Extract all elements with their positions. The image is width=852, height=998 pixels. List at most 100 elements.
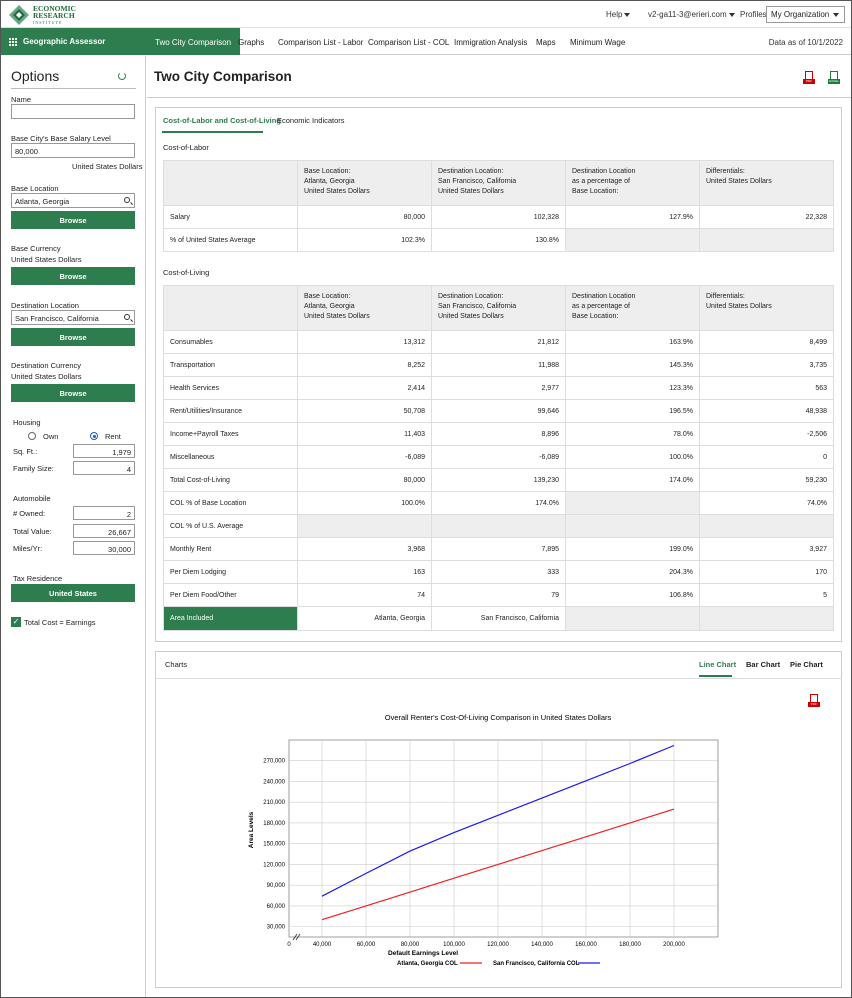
line-chart: Overall Renter's Cost-Of-Living Comparis…	[248, 713, 719, 967]
cost-of-labor-table: Base Location: Atlanta, Georgia United Sta…	[163, 160, 834, 252]
cell-base: 102.3%	[297, 228, 432, 252]
destination-location-browse-button[interactable]: Browse	[11, 328, 135, 346]
active-tab-underline	[162, 131, 263, 133]
base-currency-browse-button[interactable]: Browse	[11, 267, 135, 285]
divider	[11, 88, 136, 89]
x-tick-label: 140,000	[531, 942, 553, 948]
table-row: Per Diem Food/Other 74 79 106.8% 5	[163, 583, 834, 607]
table-row: Transportation 8,252 11,988 145.3% 3,735	[163, 353, 834, 377]
series-line	[321, 808, 675, 921]
organization-value: My Organization	[771, 10, 830, 19]
tab-pie-chart[interactable]: Pie Chart	[790, 660, 823, 669]
grid-icon	[9, 38, 17, 46]
tab-line-chart[interactable]: Line Chart	[699, 660, 737, 669]
miles-label: Miles/Yr:	[13, 544, 43, 553]
top-bar: ECONOMIC RESEARCH INSTITUTE Help v2-ga11…	[1, 1, 851, 28]
tax-residence-button[interactable]: United States	[11, 584, 135, 602]
sqft-input[interactable]: 1,979	[73, 444, 135, 458]
y-tick-label: 30,000	[267, 925, 286, 931]
miles-input[interactable]: 30,000	[73, 541, 135, 555]
x-tick-label: 100,000	[443, 942, 465, 948]
header-destination: Destination Location: San Francisco, Cali…	[431, 285, 566, 331]
eri-logo[interactable]: ECONOMIC RESEARCH INSTITUTE	[9, 4, 79, 26]
header-base: Base Location: Atlanta, Georgia United Sta…	[297, 160, 432, 206]
y-tick-label: 240,000	[263, 779, 285, 785]
axis-break-icon	[292, 933, 301, 941]
export-excel-icon[interactable]: EXCEL	[828, 71, 840, 85]
active-tab-underline	[699, 675, 732, 677]
app-switcher[interactable]: Geographic Assessor	[1, 28, 146, 55]
chart-title: Overall Renter's Cost-Of-Living Comparis…	[385, 713, 612, 722]
chart-export-pdf-icon[interactable]: PDF	[808, 694, 820, 708]
logo-line-3: INSTITUTE	[33, 20, 63, 25]
cell-percentage: 127.9%	[565, 205, 700, 229]
table-row: Income+Payroll Taxes 11,403 8,896 78.0% -2,5…	[163, 422, 834, 446]
tab-graphs[interactable]: Graphs	[238, 38, 265, 47]
total-value-input[interactable]: 26,667	[73, 524, 135, 538]
tab-comparison-list-labor[interactable]: Comparison List - Labor	[278, 38, 364, 47]
header-percentage: Destination Location as a percentage of Ba…	[565, 285, 700, 331]
base-location-value: Atlanta, Georgia	[15, 197, 70, 206]
cost-of-living-heading: Cost-of-Living	[163, 268, 210, 277]
owned-label: # Owned:	[13, 509, 46, 518]
x-tick-label: 40,000	[313, 942, 332, 948]
export-pdf-icon[interactable]: PDF	[803, 71, 815, 85]
name-input[interactable]	[11, 104, 135, 119]
logo-line-2: RESEARCH	[33, 11, 75, 20]
x-tick-label: 60,000	[357, 942, 376, 948]
logo-line-1: ECONOMIC	[33, 4, 76, 13]
row-label: % of United States Average	[163, 228, 298, 252]
header-cell	[163, 285, 298, 331]
base-location-browse-button[interactable]: Browse	[11, 211, 135, 229]
tab-cost-of-labor-and-living[interactable]: Cost-of-Labor and Cost-of-Living	[163, 116, 281, 125]
destination-currency-browse-button[interactable]: Browse	[11, 384, 135, 402]
tax-residence-label: Tax Residence	[13, 574, 63, 583]
search-icon[interactable]	[124, 197, 130, 203]
chevron-down-icon	[728, 12, 735, 17]
tab-maps[interactable]: Maps	[536, 38, 556, 47]
chart-legend: Atlanta, Georgia COL San Francisco, Calif…	[397, 961, 600, 967]
page-title: Two City Comparison	[154, 69, 292, 84]
tab-minimum-wage[interactable]: Minimum Wage	[570, 38, 626, 47]
table-row: COL % of U.S. Average	[163, 514, 834, 538]
destination-location-label: Destination Location	[11, 301, 79, 310]
y-axis-label: Area Levels	[248, 811, 255, 848]
tab-two-city-comparison[interactable]: Two City Comparison	[146, 28, 241, 55]
logo-text: ECONOMIC RESEARCH INSTITUTE	[33, 5, 76, 26]
housing-rent-radio[interactable]	[90, 432, 98, 440]
cell-empty	[565, 228, 700, 252]
series-line	[321, 744, 675, 897]
x-tick-label: 180,000	[619, 942, 641, 948]
help-menu[interactable]: Help	[606, 10, 631, 19]
tab-economic-indicators[interactable]: Economic Indicators	[277, 116, 345, 125]
tab-immigration-analysis[interactable]: Immigration Analysis	[454, 38, 528, 47]
chart-ticks: 30,000 60,000 90,000 120,000 150,000 180,000 2…	[263, 759, 685, 948]
help-label: Help	[606, 10, 623, 19]
housing-rent-label: Rent	[105, 432, 121, 441]
divider	[155, 678, 842, 679]
table-row: Per Diem Lodging 163 333 204.3% 170	[163, 560, 834, 584]
tab-bar-chart[interactable]: Bar Chart	[746, 660, 781, 669]
header-differentials: Differentials: United States Dollars	[699, 160, 834, 206]
divider	[147, 97, 851, 98]
search-icon[interactable]	[124, 314, 130, 320]
total-cost-checkbox[interactable]: ✓	[11, 617, 21, 627]
organization-select[interactable]: My Organization	[766, 6, 845, 23]
owned-input[interactable]: 2	[73, 506, 135, 520]
legend-label: Atlanta, Georgia COL	[397, 961, 458, 967]
cell-destination: 102,328	[431, 205, 566, 229]
y-tick-label: 60,000	[267, 904, 286, 910]
base-location-input[interactable]: Atlanta, Georgia	[11, 193, 135, 208]
housing-own-radio[interactable]	[28, 432, 36, 440]
plot-area	[288, 739, 719, 938]
logo-icon	[9, 5, 29, 25]
user-menu[interactable]: v2-ga11-3@erieri.com	[648, 10, 735, 19]
tab-comparison-list-col[interactable]: Comparison List - COL	[368, 38, 450, 47]
refresh-icon[interactable]	[118, 72, 126, 80]
base-salary-input[interactable]: 80,000	[11, 143, 135, 158]
charts-label: Charts	[165, 660, 188, 669]
chevron-down-icon	[624, 12, 631, 17]
destination-location-value: San Francisco, California	[15, 314, 99, 323]
family-size-input[interactable]: 4	[73, 461, 135, 475]
destination-location-input[interactable]: San Francisco, California	[11, 310, 135, 325]
